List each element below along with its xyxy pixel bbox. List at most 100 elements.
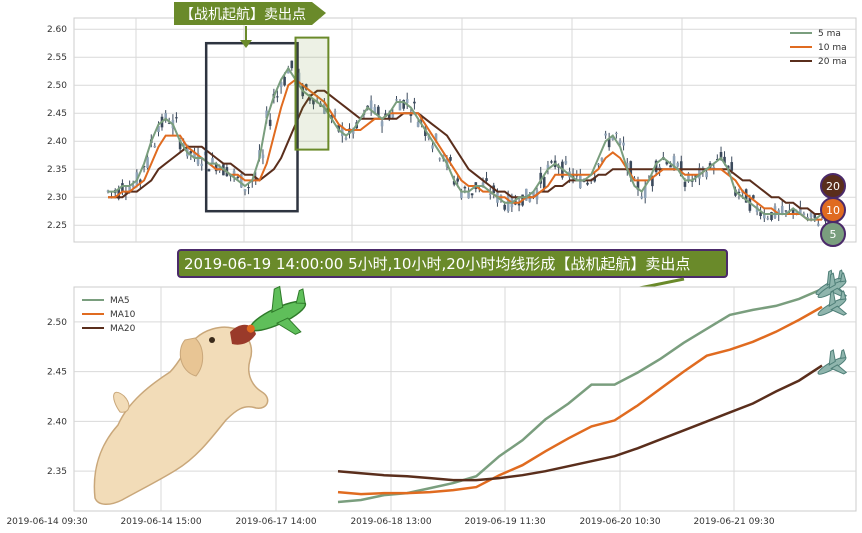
candle-body [186, 144, 189, 157]
candle-body [651, 176, 654, 187]
ma-badges: 20 10 5 [820, 173, 846, 247]
airplane-tail [839, 348, 847, 360]
candle-body [546, 164, 550, 170]
candle-body [416, 121, 420, 127]
candle-body [405, 99, 409, 104]
candle-body [449, 157, 452, 161]
candle-body [344, 138, 348, 140]
candle-body [456, 178, 459, 182]
candle-body [607, 138, 611, 148]
top-y-tick-label: 2.40 [47, 137, 67, 147]
candle-body [780, 205, 784, 215]
legend-20ma: 20 ma [818, 57, 847, 67]
candle-body [380, 121, 384, 127]
candle-body [373, 107, 377, 115]
candle-body [636, 181, 640, 190]
candle-body [243, 189, 247, 192]
top-y-tick-label: 2.50 [47, 81, 67, 91]
candle-body [452, 180, 456, 185]
top-ma-lines [108, 66, 823, 221]
zone-rectangle-dark [204, 41, 299, 213]
candle-body [167, 122, 171, 124]
bottom-y-tick-label: 2.35 [47, 467, 67, 477]
candle-body [121, 183, 124, 192]
candle-body [770, 211, 773, 221]
candle-body [539, 172, 543, 184]
bottom-ma-lines [337, 287, 823, 504]
candle-body [687, 173, 690, 182]
candle-body [809, 212, 813, 218]
candle-body [207, 169, 211, 172]
dog-illustration [93, 324, 269, 505]
candlesticks [106, 60, 827, 228]
candle-body [297, 72, 301, 83]
candle-body [525, 188, 528, 201]
candle-body [146, 157, 149, 168]
candle-body [261, 154, 265, 159]
x-tick-label: 2019-06-14 15:00 [120, 517, 201, 527]
candle-body [643, 185, 647, 198]
candle-body [744, 189, 748, 203]
legend-10ma: 10 ma [818, 43, 847, 53]
legend-ma20: MA20 [110, 324, 136, 334]
candle-body [542, 176, 546, 189]
candle-body [211, 158, 214, 163]
candle-body [268, 119, 272, 126]
candle-body [157, 125, 160, 132]
candle-body [600, 157, 604, 161]
candle-body [730, 162, 734, 171]
candle-body [698, 167, 701, 179]
candle-body [532, 192, 535, 196]
candle-body [510, 195, 514, 208]
candle-body [582, 180, 586, 182]
airplane-icon [817, 348, 848, 375]
zone-rectangle-green [294, 36, 330, 151]
candle-body [597, 163, 600, 166]
candle-body [683, 181, 687, 187]
top-chart: 2.25 2.30 2.35 2.40 2.45 2.50 2.55 2.60 5 ma 10… [47, 2, 857, 247]
candle-body [799, 207, 802, 214]
top-y-axis: 2.25 2.30 2.35 2.40 2.45 2.50 2.55 2.60 [47, 25, 67, 231]
candle-body [236, 176, 240, 179]
svg-text:20: 20 [826, 180, 840, 193]
candle-body [340, 126, 344, 137]
candle-body [178, 140, 182, 150]
bottom-y-tick-label: 2.45 [47, 368, 67, 378]
candle-body [719, 152, 723, 158]
top-y-tick-label: 2.55 [47, 53, 67, 63]
candle-body [431, 145, 434, 149]
candle-body [214, 163, 218, 172]
line-ma5 [337, 287, 823, 504]
bottom-y-tick-label: 2.50 [47, 318, 67, 328]
candle-body [377, 106, 380, 116]
candle-body [153, 145, 157, 148]
bottom-y-axis: 2.35 2.40 2.45 2.50 [47, 318, 67, 477]
bottom-chart: 2.352.402.452.50 2019-06-14 09:30 2019-06… [6, 269, 857, 527]
top-label-text: 【战机起航】卖出点 [180, 7, 306, 23]
airplane-wings [828, 290, 848, 316]
airplane-tail [839, 272, 847, 283]
candle-body [247, 187, 250, 189]
candle-body [784, 210, 788, 212]
candle-body [571, 173, 575, 179]
candle-body [409, 113, 413, 116]
candle-body [398, 102, 402, 111]
candle-body [528, 196, 532, 202]
top-y-tick-label: 2.45 [47, 109, 67, 119]
x-tick-label: 2019-06-19 11:30 [464, 517, 545, 527]
candle-body [333, 111, 337, 113]
candle-body [716, 159, 719, 161]
x-axis: 2019-06-14 09:30 2019-06-14 15:00 2019-06-… [6, 517, 774, 527]
x-tick-label: 2019-06-20 10:30 [579, 517, 660, 527]
candle-body [481, 182, 485, 188]
candle-body [312, 99, 315, 105]
x-tick-label: 2019-06-14 09:30 [6, 517, 87, 527]
banner: 2019-06-19 14:00:00 5小时,10小时,20小时均线形成【战机… [177, 249, 728, 299]
candle-body [182, 142, 185, 146]
candle-body [424, 128, 427, 136]
x-tick-label: 2019-06-17 14:00 [235, 517, 316, 527]
candle-body [654, 160, 658, 172]
candle-body [463, 186, 467, 189]
legend-ma5: MA5 [110, 296, 130, 306]
